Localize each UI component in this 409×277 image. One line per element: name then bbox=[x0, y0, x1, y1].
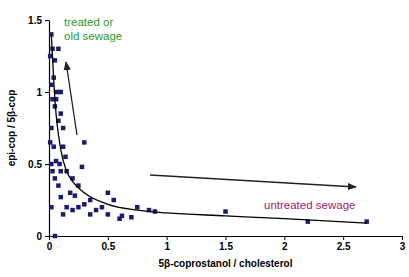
point bbox=[61, 126, 65, 131]
tick: 1.5 bbox=[219, 236, 233, 252]
data-area bbox=[48, 32, 369, 238]
tick: 2 bbox=[282, 236, 288, 252]
tick-mark bbox=[284, 236, 285, 240]
point bbox=[51, 144, 56, 149]
tick-mark bbox=[45, 20, 49, 21]
tick-mark bbox=[45, 92, 49, 93]
point bbox=[100, 205, 105, 210]
point bbox=[106, 212, 111, 217]
tick: 2.5 bbox=[337, 236, 351, 252]
tick-label: 1 bbox=[36, 87, 42, 98]
tick-label: 1.5 bbox=[28, 15, 42, 26]
point bbox=[111, 198, 116, 203]
tick: 0.5 bbox=[101, 236, 115, 252]
point bbox=[82, 140, 87, 145]
tick-label: 2 bbox=[282, 241, 288, 252]
point bbox=[120, 214, 125, 219]
tick-mark bbox=[49, 236, 50, 240]
tick-label: 3 bbox=[400, 241, 406, 252]
tick: 1.5 bbox=[28, 15, 49, 26]
chart: 0 0.5 1 1.5 2 2.5 3 0 0.5 1 1.5 5β-coprostanol / ch… bbox=[0, 0, 409, 277]
y-axis: 0 0.5 1 1.5 bbox=[28, 15, 49, 242]
point bbox=[50, 97, 55, 102]
tick-label: 2.5 bbox=[337, 241, 351, 252]
tick: 3 bbox=[400, 236, 406, 252]
point bbox=[49, 205, 54, 210]
point bbox=[59, 195, 64, 200]
tick-mark bbox=[402, 236, 403, 240]
point bbox=[88, 212, 93, 217]
point bbox=[56, 47, 61, 52]
tick-label: 1 bbox=[164, 241, 170, 252]
tick-label: 0.5 bbox=[28, 159, 42, 170]
tick: 0.5 bbox=[28, 159, 49, 170]
tick-label: 0 bbox=[47, 241, 53, 252]
arrow bbox=[150, 175, 356, 187]
tick-label: 1.5 bbox=[219, 241, 233, 252]
point bbox=[49, 126, 54, 131]
point bbox=[48, 140, 53, 145]
x-axis-title: 5β-coprostanol / cholesterol bbox=[159, 258, 293, 269]
point bbox=[73, 193, 78, 198]
point bbox=[49, 83, 54, 88]
tick: 0 bbox=[36, 231, 49, 242]
point bbox=[59, 169, 64, 174]
point bbox=[59, 111, 64, 116]
point bbox=[76, 205, 81, 210]
point bbox=[70, 208, 75, 213]
y-axis-title: epi-cop / 5β-cop bbox=[6, 90, 17, 167]
arrow bbox=[66, 62, 77, 135]
tick-label: 0.5 bbox=[101, 241, 115, 252]
x-axis: 0 0.5 1 1.5 2 2.5 3 bbox=[47, 236, 406, 252]
trend-line bbox=[51, 34, 366, 223]
point bbox=[56, 183, 61, 188]
point bbox=[61, 212, 65, 217]
point bbox=[53, 176, 58, 181]
point bbox=[50, 169, 55, 174]
tick-mark bbox=[45, 164, 49, 165]
point bbox=[223, 209, 228, 214]
tick-mark bbox=[226, 236, 227, 240]
tick-label: 0 bbox=[36, 231, 42, 242]
tick-mark bbox=[167, 236, 168, 240]
point bbox=[129, 215, 134, 220]
plot: 0 0.5 1 1.5 2 2.5 3 0 0.5 1 1.5 bbox=[28, 15, 406, 252]
point bbox=[82, 202, 87, 207]
tick-mark bbox=[45, 236, 49, 237]
tick: 1 bbox=[164, 236, 170, 252]
point bbox=[57, 162, 62, 167]
tick-mark bbox=[108, 236, 109, 240]
tick: 0 bbox=[47, 236, 53, 252]
annotation: treated or bbox=[64, 16, 113, 28]
point bbox=[68, 191, 73, 196]
annotation: old sewage bbox=[64, 30, 122, 42]
point bbox=[59, 90, 64, 95]
point bbox=[63, 155, 68, 160]
point bbox=[80, 165, 85, 170]
point bbox=[49, 162, 54, 167]
point bbox=[94, 208, 99, 213]
point bbox=[135, 205, 140, 210]
annotation: untreated sewage bbox=[264, 199, 355, 211]
point bbox=[53, 234, 58, 239]
point bbox=[64, 205, 69, 210]
tick-mark bbox=[343, 236, 344, 240]
point bbox=[61, 144, 65, 149]
point bbox=[106, 191, 111, 196]
point bbox=[88, 198, 93, 203]
tick: 1 bbox=[36, 87, 49, 98]
